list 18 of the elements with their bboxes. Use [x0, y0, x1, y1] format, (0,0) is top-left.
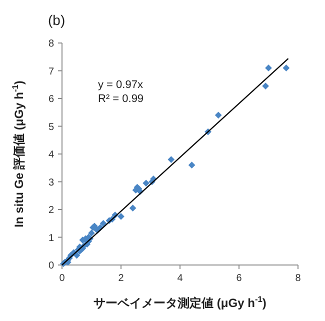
- x-axis-title: サーベイメータ測定値 (μGy h$^{-1}$): [94, 294, 266, 310]
- x-tick-label: 8: [295, 273, 302, 284]
- x-tick-label: 0: [59, 273, 66, 284]
- y-tick-label: 7: [48, 66, 54, 78]
- x-tick-label: 4: [177, 273, 184, 284]
- x-tick-label: 6: [236, 273, 242, 284]
- y-tick-label: 2: [48, 205, 54, 216]
- annotation: y = 0.97x: [98, 79, 144, 91]
- y-tick-label: 4: [48, 150, 54, 160]
- x-tick-label: 2: [118, 273, 124, 284]
- y-tick-label: 0: [48, 260, 54, 272]
- chart-title: (b): [48, 12, 66, 28]
- y-tick-label: 1: [48, 232, 54, 244]
- y-tick-label: 6: [48, 94, 54, 105]
- y-tick-label: 3: [48, 177, 54, 188]
- annotation: R² = 0.99: [98, 93, 144, 105]
- y-tick-label: 8: [48, 38, 54, 50]
- y-tick-label: 5: [48, 122, 54, 133]
